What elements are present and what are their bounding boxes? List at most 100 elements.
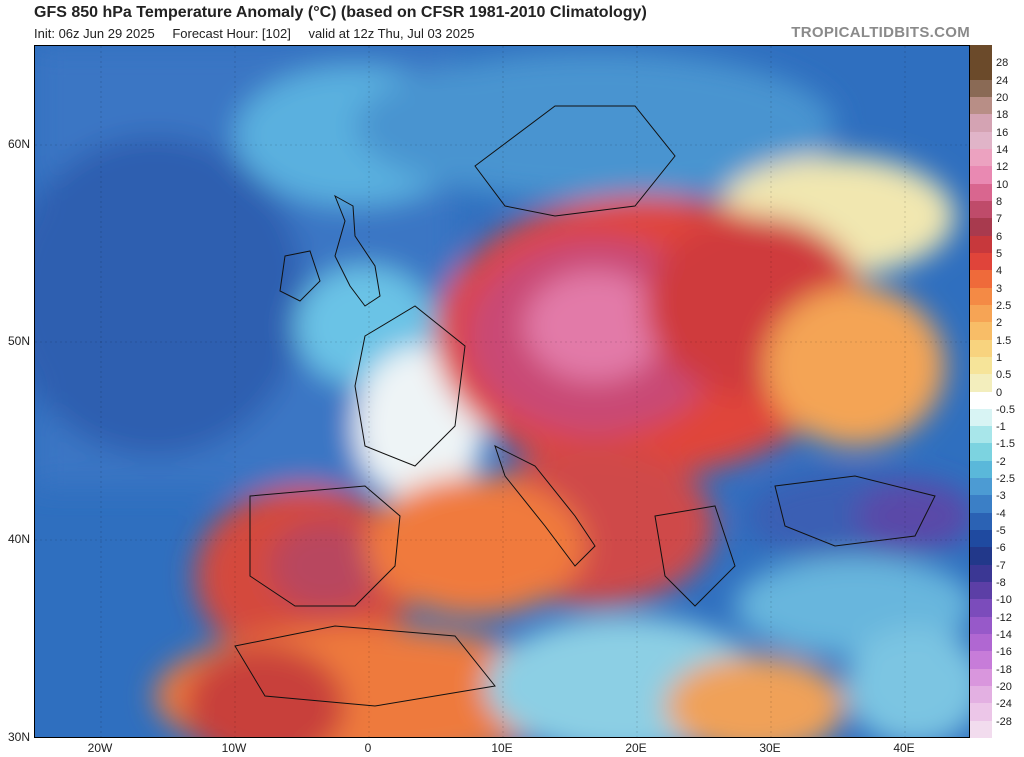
legend-swatch bbox=[970, 426, 992, 444]
egypt-region bbox=[665, 656, 845, 737]
legend-label: 6 bbox=[996, 230, 1003, 243]
black-sea-cold-core bbox=[855, 481, 969, 551]
legend-label: 1 bbox=[996, 351, 1003, 364]
lon-label-40e: 40E bbox=[893, 741, 915, 755]
atlantic-cold-core bbox=[35, 136, 305, 456]
legend-swatch bbox=[970, 478, 992, 496]
legend-label: 1.5 bbox=[996, 334, 1012, 347]
iberia-core bbox=[270, 521, 380, 611]
chart-subtitle: Init: 06z Jun 29 2025 Forecast Hour: [10… bbox=[34, 26, 488, 41]
legend-swatch bbox=[970, 686, 992, 704]
legend-swatch bbox=[970, 460, 992, 479]
legend-label: -3 bbox=[996, 490, 1006, 503]
legend-swatch bbox=[970, 374, 992, 392]
legend-label: 0.5 bbox=[996, 369, 1012, 382]
legend-label: 28 bbox=[996, 57, 1009, 70]
legend-swatch bbox=[970, 443, 992, 462]
legend-label: -8 bbox=[996, 577, 1006, 590]
legend-swatch bbox=[970, 339, 992, 358]
legend-swatch bbox=[970, 235, 992, 254]
legend-label: 24 bbox=[996, 74, 1009, 87]
legend-swatch bbox=[970, 270, 992, 289]
legend-label: -4 bbox=[996, 507, 1006, 520]
legend-label: -20 bbox=[996, 681, 1012, 694]
lon-label-10e: 10E bbox=[491, 741, 513, 755]
legend-swatch bbox=[970, 408, 992, 427]
legend-label: -2.5 bbox=[996, 473, 1015, 486]
legend-label: -10 bbox=[996, 594, 1012, 607]
legend-swatch bbox=[970, 356, 992, 375]
lon-label-20e: 20E bbox=[625, 741, 647, 755]
site-brand[interactable]: TROPICALTIDBITS.COM bbox=[791, 24, 970, 41]
legend-label: 16 bbox=[996, 126, 1009, 139]
legend-swatch bbox=[970, 183, 992, 202]
legend-swatch bbox=[970, 720, 992, 739]
init-time: Init: 06z Jun 29 2025 bbox=[34, 26, 155, 41]
legend-label: 10 bbox=[996, 178, 1009, 191]
legend-swatch bbox=[970, 200, 992, 219]
scandinavia-outline bbox=[474, 105, 676, 217]
legend-label: -18 bbox=[996, 663, 1012, 676]
mediterranean-region bbox=[365, 476, 585, 616]
ukraine-east-region bbox=[765, 286, 945, 446]
lon-label-0: 0 bbox=[364, 741, 372, 755]
legend-label: -16 bbox=[996, 646, 1012, 659]
legend-swatch bbox=[970, 703, 992, 722]
legend-swatch bbox=[970, 304, 992, 323]
graticule bbox=[35, 46, 969, 737]
lon-label-30e: 30E bbox=[759, 741, 781, 755]
legend-label: -24 bbox=[996, 698, 1012, 711]
middle-east-region bbox=[845, 626, 969, 737]
map-svg bbox=[35, 46, 969, 737]
morocco-hot bbox=[185, 646, 345, 737]
legend-label: 4 bbox=[996, 265, 1003, 278]
legend-label: 3 bbox=[996, 282, 1003, 295]
legend-label: 5 bbox=[996, 247, 1003, 260]
great-britain-outline bbox=[334, 194, 381, 307]
legend-swatch bbox=[970, 512, 992, 531]
legend-label: 8 bbox=[996, 195, 1003, 208]
legend-label: -28 bbox=[996, 715, 1012, 728]
legend-label: -1.5 bbox=[996, 438, 1015, 451]
anomaly-map[interactable] bbox=[34, 45, 970, 738]
legend-swatch bbox=[970, 287, 992, 306]
legend-label: -1 bbox=[996, 421, 1006, 434]
greece-outline bbox=[654, 505, 736, 607]
legend-label: -12 bbox=[996, 611, 1012, 624]
legend-label: 18 bbox=[996, 109, 1009, 122]
legend-label: -5 bbox=[996, 525, 1006, 538]
lat-label-40n: 40N bbox=[7, 532, 30, 546]
italy-outline bbox=[494, 445, 596, 567]
legend-label: -14 bbox=[996, 629, 1012, 642]
legend-swatch bbox=[970, 96, 992, 115]
legend-label: 14 bbox=[996, 143, 1009, 156]
legend-swatch bbox=[970, 616, 992, 635]
legend-swatch bbox=[970, 582, 992, 600]
forecast-hour: Forecast Hour: [102] bbox=[172, 26, 291, 41]
legend-swatch bbox=[970, 495, 992, 514]
color-legend-labels: 28 24 20 18 16 14 12 10 8 7 6 5 4 3 2.5 2 1.5 1 0.5 0 -0.5 -1… bbox=[994, 45, 1024, 738]
legend-swatch bbox=[970, 391, 992, 410]
legend-label: 7 bbox=[996, 213, 1003, 226]
north-africa-coast bbox=[234, 625, 496, 707]
legend-label: 12 bbox=[996, 161, 1009, 174]
legend-swatch bbox=[970, 114, 992, 133]
coastlines bbox=[234, 105, 936, 707]
legend-cap bbox=[970, 45, 992, 63]
legend-swatch bbox=[970, 530, 992, 548]
legend-swatch bbox=[970, 599, 992, 618]
lat-label-50n: 50N bbox=[7, 334, 30, 348]
legend-swatch bbox=[970, 148, 992, 167]
legend-swatch bbox=[970, 651, 992, 670]
legend-swatch bbox=[970, 322, 992, 340]
legend-swatch bbox=[970, 252, 992, 271]
color-legend bbox=[970, 45, 992, 739]
legend-swatch bbox=[970, 62, 992, 81]
lon-label-20w: 20W bbox=[87, 741, 113, 755]
legend-swatch bbox=[970, 166, 992, 185]
legend-label: -2 bbox=[996, 455, 1006, 468]
legend-label: 0 bbox=[996, 386, 1003, 399]
chart-title: GFS 850 hPa Temperature Anomaly (°C) (ba… bbox=[34, 4, 647, 21]
central-europe-core bbox=[525, 271, 665, 381]
legend-swatch bbox=[970, 547, 992, 566]
